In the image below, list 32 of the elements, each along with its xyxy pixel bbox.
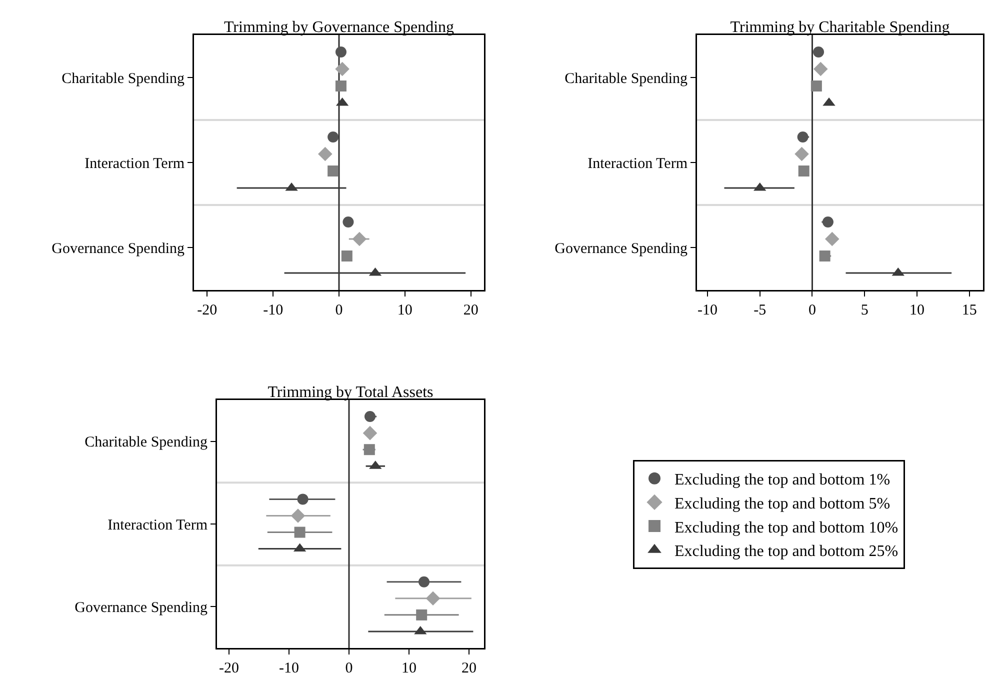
x-tick-label: 15 [962,302,977,318]
chart-title: Trimming by Charitable Spending [730,19,950,36]
chart-title: Trimming by Governance Spending [224,19,454,36]
chart-title: Trimming by Total Assets [268,384,434,401]
legend-label: Excluding the top and bottom 10% [674,519,898,536]
x-tick-label: -5 [754,302,766,318]
legend-label: Excluding the top and bottom 1% [674,472,890,489]
x-tick-label: 0 [345,660,353,676]
x-tick-label: 10 [402,660,416,676]
x-tick-label: 0 [335,302,343,318]
y-tick-label: Interaction Term [588,156,688,172]
x-tick-label: -20 [219,660,239,676]
y-tick-label: Charitable Spending [564,70,688,87]
legend-label: Excluding the top and bottom 5% [674,495,890,512]
x-tick-label: 10 [397,302,412,318]
y-tick-label: Governance Spending [74,600,208,616]
y-tick-label: Charitable Spending [62,70,185,87]
legend-label: Excluding the top and bottom 25% [674,543,898,560]
y-tick-label: Charitable Spending [84,434,208,451]
y-tick-label: Interaction Term [108,517,208,534]
x-tick-label: -20 [197,302,218,318]
y-tick-label: Governance Spending [554,240,688,257]
x-tick-label: -10 [279,660,299,676]
x-tick-label: 20 [462,660,476,676]
x-tick-label: -10 [263,302,284,318]
x-tick-label: 0 [808,302,816,318]
x-tick-label: 10 [910,302,924,318]
y-tick-label: Governance Spending [52,240,185,257]
y-tick-label: Interaction Term [84,156,185,172]
x-tick-label: 20 [463,302,478,318]
x-tick-label: 5 [860,302,868,318]
x-tick-label: -10 [697,302,718,318]
